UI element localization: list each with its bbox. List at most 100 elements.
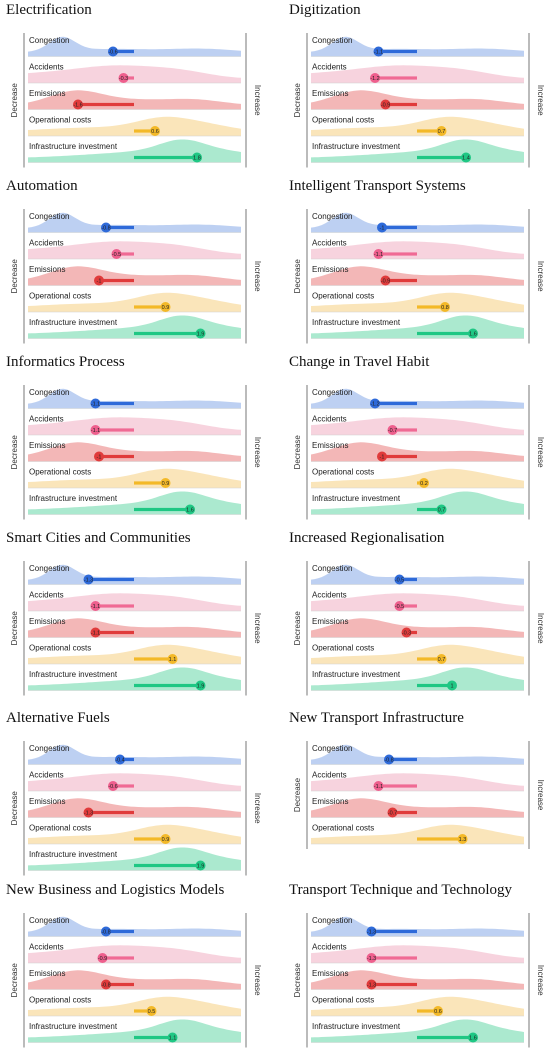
series-label: Infrastructure investment <box>29 1022 118 1031</box>
series-label: Congestion <box>29 916 69 925</box>
series-row-congestion: Congestion -0.8 <box>28 212 241 233</box>
series-label: Congestion <box>312 916 352 925</box>
value-marker <box>90 627 101 638</box>
value-label: -1 <box>97 279 102 285</box>
value-label: -1.1 <box>91 604 100 610</box>
value-marker <box>150 126 160 136</box>
effect-bar <box>399 577 417 582</box>
density-ridge <box>28 916 241 937</box>
value-marker <box>366 979 377 990</box>
series-label: Accidents <box>29 591 64 600</box>
value-label: -1 <box>380 455 385 461</box>
series-label: Emissions <box>312 969 348 978</box>
series-label: Congestion <box>312 744 352 753</box>
series-label: Infrastructure investment <box>312 142 401 151</box>
series-label: Congestion <box>29 744 69 753</box>
series-row-congestion: Congestion -0.6 <box>28 36 241 57</box>
effect-bar <box>417 305 445 309</box>
density-ridge <box>28 773 241 791</box>
density-ridge <box>28 417 241 435</box>
series-row-operational-costs: Operational costs 1.1 <box>28 644 241 665</box>
value-marker <box>370 398 380 409</box>
density-ridge <box>311 773 524 791</box>
ridgeline-chart: Decrease Increase Congestion -0.6 Accidents -… <box>10 33 262 168</box>
value-label: -0.7 <box>388 428 397 434</box>
value-marker <box>440 302 450 312</box>
value-label: 0.6 <box>434 1009 442 1015</box>
effect-bar <box>134 507 190 512</box>
value-marker <box>468 1032 478 1043</box>
series-label: Accidents <box>312 771 347 780</box>
series-row-infrastructure-investment: Infrastructure investment 1 <box>311 667 524 691</box>
density-ridge <box>311 65 524 83</box>
density-ridge <box>28 468 241 488</box>
value-marker <box>83 807 94 818</box>
value-marker <box>160 302 171 312</box>
series-label: Emissions <box>312 617 348 626</box>
series-label: Congestion <box>312 388 352 397</box>
increase-label: Increase <box>253 85 262 116</box>
value-label: -1.1 <box>91 631 100 637</box>
ridgeline-chart: Decrease Increase Congestion -0.8 Accidents -… <box>10 913 262 1048</box>
density-ridge <box>28 65 241 83</box>
series-row-operational-costs: Operational costs 0.9 <box>28 468 241 489</box>
chart-title: Change in Travel Habit <box>289 354 430 370</box>
decrease-label: Decrease <box>293 777 302 812</box>
series-label: Emissions <box>29 617 65 626</box>
density-ridge <box>311 241 524 259</box>
value-marker <box>394 574 405 585</box>
density-ridge <box>311 970 524 990</box>
ridgeline-chart: Decrease Increase Congestion -1.3 Accidents -… <box>293 913 545 1048</box>
series-label: Emissions <box>29 89 65 98</box>
value-label: 0.9 <box>162 481 170 487</box>
density-ridge <box>28 442 241 462</box>
density-ridge <box>311 798 524 818</box>
value-marker <box>433 1006 443 1016</box>
density-ridge <box>28 593 241 611</box>
effect-bar <box>88 577 134 582</box>
series-label: Emissions <box>29 797 65 806</box>
series-label: Congestion <box>29 564 69 573</box>
value-label: 0.7 <box>438 508 446 514</box>
effect-bar <box>106 929 134 934</box>
series-label: Accidents <box>312 239 347 248</box>
density-ridge <box>28 36 241 57</box>
value-marker <box>373 46 384 57</box>
value-label: 0.2 <box>420 481 428 487</box>
value-marker <box>387 807 398 818</box>
series-row-congestion: Congestion -1.1 <box>28 388 241 409</box>
value-marker <box>195 680 206 691</box>
value-marker <box>436 126 447 136</box>
effect-bar <box>406 630 417 635</box>
value-label: 0.5 <box>148 1009 156 1015</box>
value-label: 1.4 <box>462 156 470 162</box>
value-label: -1.1 <box>374 252 383 258</box>
value-label: -1 <box>380 226 385 232</box>
value-marker <box>192 152 202 163</box>
effect-bar <box>99 278 134 283</box>
series-row-operational-costs: Operational costs 0.5 <box>28 996 241 1017</box>
density-ridge <box>311 468 524 488</box>
series-row-congestion: Congestion -1.3 <box>28 564 241 585</box>
effect-bar <box>417 331 473 336</box>
value-label: -0.4 <box>115 758 124 764</box>
series-row-emissions: Emissions -0.7 <box>311 797 524 818</box>
ridgeline-chart: Decrease Increase Congestion -1.1 Accidents -… <box>293 33 545 168</box>
series-row-operational-costs: Operational costs 0.2 <box>311 468 524 489</box>
value-label: -0.9 <box>98 956 107 962</box>
series-row-infrastructure-investment: Infrastructure investment 1.9 <box>28 847 241 871</box>
ridgeline-chart: Decrease Increase Congestion -0.8 Accidents -… <box>293 741 545 849</box>
value-label: 1.1 <box>169 657 177 663</box>
series-row-infrastructure-investment: Infrastructure investment 1.1 <box>28 1019 241 1043</box>
series-row-operational-costs: Operational costs 0.9 <box>28 292 241 313</box>
effect-bar <box>385 102 417 107</box>
decrease-label: Decrease <box>293 611 302 646</box>
increase-label: Increase <box>253 965 262 996</box>
series-label: Operational costs <box>312 644 374 653</box>
series-row-infrastructure-investment: Infrastructure investment 1.6 <box>28 491 241 515</box>
density-ridge <box>311 916 524 937</box>
decrease-label: Decrease <box>293 259 302 294</box>
series-row-emissions: Emissions -1.3 <box>28 797 241 818</box>
decrease-label: Decrease <box>10 83 19 118</box>
series-label: Infrastructure investment <box>29 142 118 151</box>
